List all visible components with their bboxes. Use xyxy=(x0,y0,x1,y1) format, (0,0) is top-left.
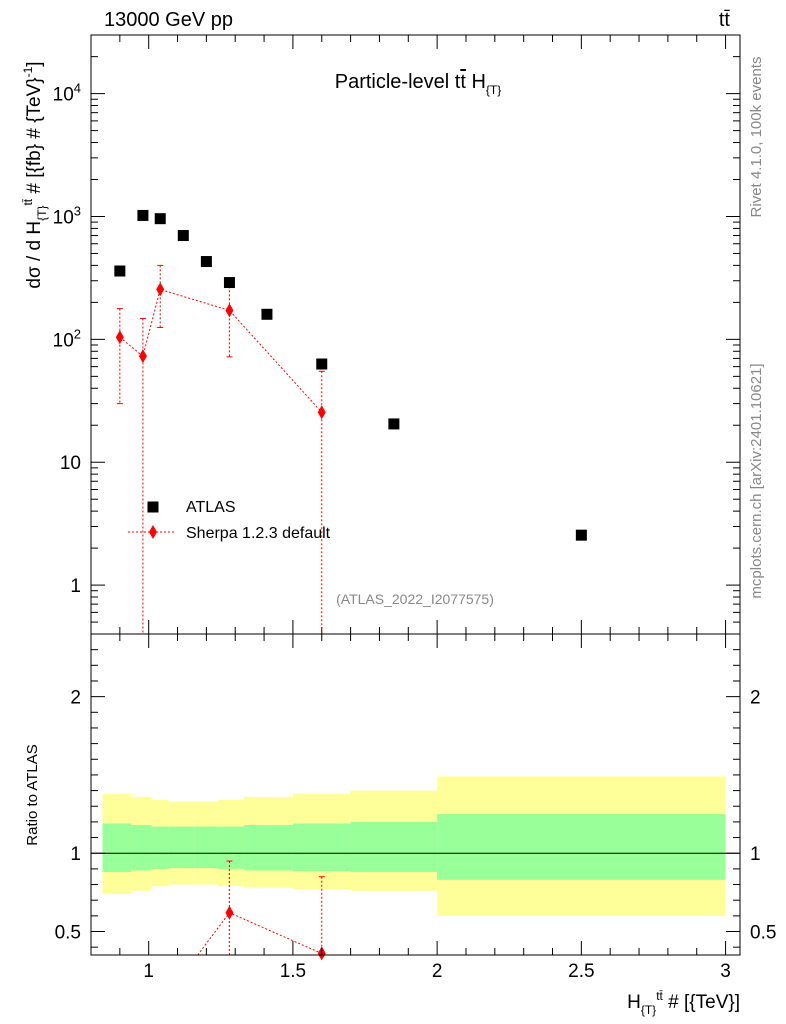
legend-atlas-label: ATLAS xyxy=(186,499,236,516)
ratio-green-band xyxy=(131,825,152,871)
main-ticks xyxy=(90,34,740,635)
ratio-green-band xyxy=(437,814,726,880)
sherpa-point xyxy=(115,330,124,345)
sherpa-point xyxy=(317,405,326,420)
main-y-tick-label: 103 xyxy=(53,203,81,228)
sherpa-ratio-line xyxy=(197,912,322,956)
analysis-label: (ATLAS_2022_I2077575) xyxy=(336,591,494,607)
atlas-point xyxy=(316,358,328,370)
sherpa-series xyxy=(115,264,326,634)
sherpa-ratio-point xyxy=(225,905,234,920)
ratio-x-tick-label: 3 xyxy=(720,961,731,982)
ratio-green-band xyxy=(102,823,132,873)
atlas-point xyxy=(114,265,126,277)
ratio-x-axis-label: H{T}tt̄ # [{TeV}] xyxy=(627,989,740,1017)
legend: ATLAS Sherpa 1.2.3 default xyxy=(128,499,331,542)
ratio-x-tick-label: 1 xyxy=(143,961,154,982)
main-y-tick-label: 1 xyxy=(70,576,81,597)
main-plot-panel: 1 10 102 103 104 Particle-level tt H{T} dσ /… xyxy=(21,34,741,635)
atlas-series xyxy=(114,209,587,541)
sherpa-line xyxy=(119,288,323,413)
rivet-label: Rivet 4.1.0, 100k events xyxy=(748,57,765,218)
ratio-green-band xyxy=(194,826,218,869)
atlas-point xyxy=(137,209,149,221)
ratio-green-band xyxy=(292,823,351,872)
ratio-x-tick-labels: 1 1.5 2 2.5 3 xyxy=(143,961,730,982)
main-y-tick-label: 104 xyxy=(53,81,81,106)
energy-label: 13000 GeV pp xyxy=(104,9,233,31)
ratio-x-tick-label: 2.5 xyxy=(568,961,594,982)
ratio-y-tick-label-right: 0.5 xyxy=(750,923,776,944)
main-title: Particle-level tt H{T} xyxy=(335,71,502,97)
main-frame xyxy=(90,34,741,635)
main-y-axis-label: dσ / d H{T}tt̄ # [{fb} # {TeV}-1] xyxy=(21,61,49,288)
legend-atlas-marker xyxy=(147,501,159,513)
legend-sherpa-label: Sherpa 1.2.3 default xyxy=(186,525,331,542)
ratio-y-axis-label: Ratio to ATLAS xyxy=(24,744,41,845)
ratio-green-band xyxy=(151,826,169,869)
ratio-y-tick-label: 2 xyxy=(70,688,81,709)
main-y-tick-label: 10 xyxy=(60,453,81,474)
ratio-y-tick-labels: 0.5 0.5 1 1 2 2 xyxy=(55,688,777,944)
sherpa-ratio-series xyxy=(197,860,326,961)
ratio-green-band xyxy=(217,826,244,869)
process-label: tt̄ xyxy=(719,9,731,31)
atlas-point xyxy=(223,277,235,289)
atlas-point xyxy=(154,213,166,225)
main-y-tick-label: 102 xyxy=(53,326,81,351)
ratio-ticks xyxy=(90,633,740,955)
atlas-point xyxy=(575,529,587,541)
sherpa-point xyxy=(225,303,234,318)
atlas-point xyxy=(200,256,212,268)
legend-sherpa-marker xyxy=(149,525,157,539)
ratio-y-tick-label-right: 1 xyxy=(750,844,761,865)
ratio-y-tick-label: 1 xyxy=(70,844,81,865)
atlas-point xyxy=(388,418,400,430)
mcplots-label: mcplots.cern.ch [arXiv:2401.10621] xyxy=(748,363,765,598)
atlas-point xyxy=(261,308,273,320)
ratio-y-tick-label: 0.5 xyxy=(55,923,81,944)
ratio-green-band xyxy=(168,826,195,869)
sherpa-point xyxy=(156,282,165,297)
ratio-bands xyxy=(102,776,726,916)
ratio-x-tick-label: 2 xyxy=(432,961,443,982)
atlas-point xyxy=(177,230,189,242)
ratio-frame xyxy=(90,633,741,956)
sherpa-point xyxy=(138,349,147,364)
main-y-tick-labels: 1 10 102 103 104 xyxy=(53,81,81,597)
ratio-y-tick-label-right: 2 xyxy=(750,688,761,709)
ratio-green-band xyxy=(350,821,438,873)
ratio-x-tick-label: 1.5 xyxy=(280,961,306,982)
ratio-green-band xyxy=(243,825,293,871)
ratio-plot-panel: 0.5 0.5 1 1 2 2 1 1.5 2 2.5 3 Ratio to ATLAS H{T}… xyxy=(24,633,777,1017)
